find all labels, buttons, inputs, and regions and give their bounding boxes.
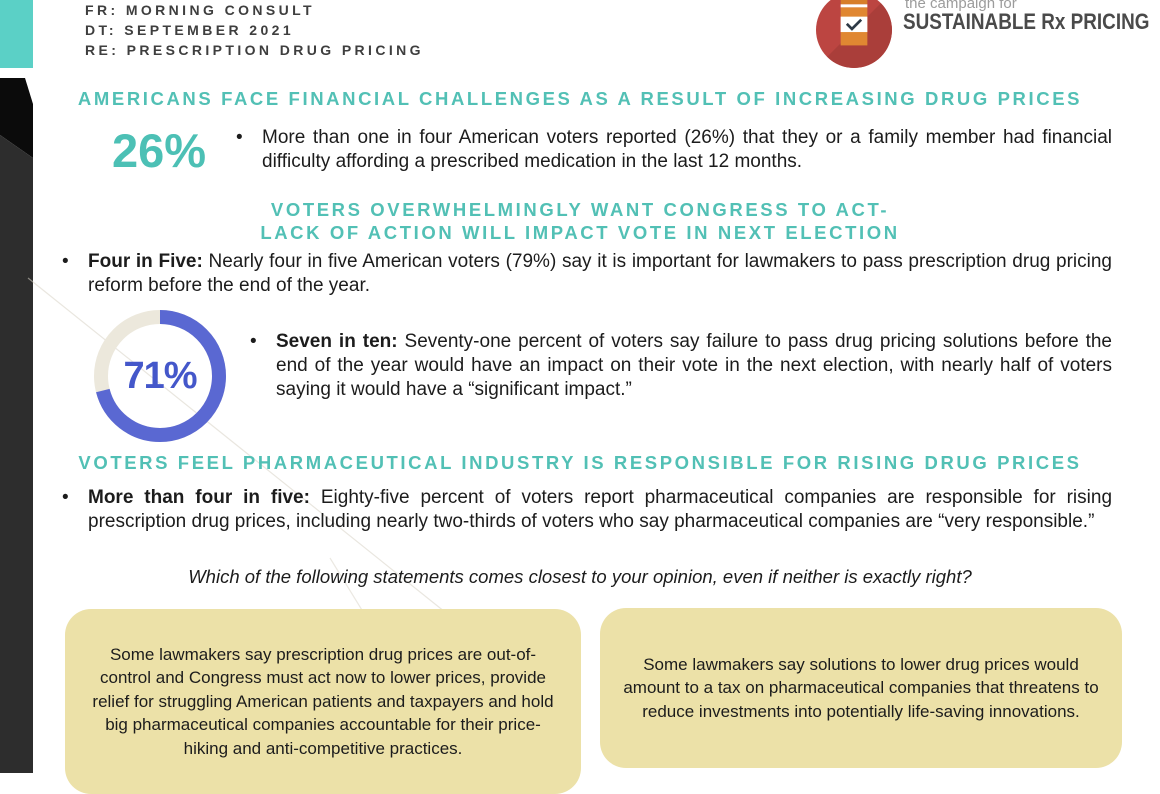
campaign-logo-icon (816, 0, 892, 68)
bullet-more-than-four-in-five: • More than four in five: Eighty-five pe… (62, 486, 1112, 534)
statement-right-text: Some lawmakers say solutions to lower dr… (623, 654, 1099, 721)
bullet-four-in-five: • Four in Five: Nearly four in five Amer… (62, 250, 1112, 298)
bullet-seven-in-ten-text: Seven in ten: Seventy-one percent of vot… (276, 330, 1112, 402)
survey-question: Which of the following statements comes … (188, 566, 972, 587)
teal-block (0, 0, 33, 68)
statement-box-right: Some lawmakers say solutions to lower dr… (600, 608, 1122, 768)
memo-re-line: RE: PRESCRIPTION DRUG PRICING (85, 42, 424, 58)
bullet-lead: Seven in ten: (276, 331, 398, 352)
bullet-lead: Four in Five: (88, 251, 203, 272)
bullet-pharma-text: More than four in five: Eighty-five perc… (88, 486, 1112, 534)
statement-box-left: Some lawmakers say prescription drug pri… (65, 609, 581, 794)
bullet-body: Seventy-one percent of voters say failur… (276, 331, 1112, 400)
bullet-body: Eighty-five percent of voters report pha… (88, 487, 1113, 532)
pill-bottle-icon (840, 0, 868, 46)
memo-from-line: FR: MORNING CONSULT (85, 2, 315, 18)
bullet-dot: • (250, 331, 257, 352)
donut-chart-71-percent: 71% (90, 306, 230, 446)
statement-left-text: Some lawmakers say prescription drug pri… (92, 644, 554, 758)
bullet-lead: More than four in five: (88, 487, 310, 508)
check-icon (845, 18, 863, 31)
bullet-seven-in-ten: • Seven in ten: Seventy-one percent of v… (250, 330, 1112, 402)
heading-pharma-responsible: VOTERS FEEL PHARMACEUTICAL INDUSTRY IS R… (78, 452, 1082, 473)
bullet-dot: • (236, 127, 243, 148)
donut-value-arc (94, 310, 226, 442)
heading-congress-act-line2: LACK OF ACTION WILL IMPACT VOTE IN NEXT … (260, 222, 900, 243)
bullet-four-in-five-text: Four in Five: Nearly four in five Americ… (88, 250, 1112, 298)
heading-financial-challenges: AMERICANS FACE FINANCIAL CHALLENGES AS A… (77, 88, 1083, 109)
bullet-dot: • (62, 251, 69, 272)
donut-center-label: 71% (123, 354, 197, 397)
bullet-body: Nearly four in five American voters (79%… (88, 251, 1112, 296)
memo-date-line: DT: SEPTEMBER 2021 (85, 22, 295, 38)
donut-ring (94, 310, 226, 442)
logo-name: SUSTAINABLE Rx PRICING (903, 9, 1150, 34)
left-edge-band (0, 0, 33, 773)
logo-tagline: the campaign for (905, 0, 1017, 12)
memo-header: FR: MORNING CONSULT DT: SEPTEMBER 2021 R… (85, 0, 424, 60)
bullet-dot: • (62, 487, 69, 508)
bullet-financial-difficulty: • More than one in four American voters … (236, 126, 1112, 174)
bullet-financial-text: More than one in four American voters re… (262, 127, 1112, 172)
black-wedge (0, 78, 33, 158)
heading-congress-act-line1: VOTERS OVERWHELMINGLY WANT CONGRESS TO A… (270, 199, 890, 220)
dark-gray-band (0, 135, 33, 773)
stat-26-percent: 26% (112, 124, 207, 177)
